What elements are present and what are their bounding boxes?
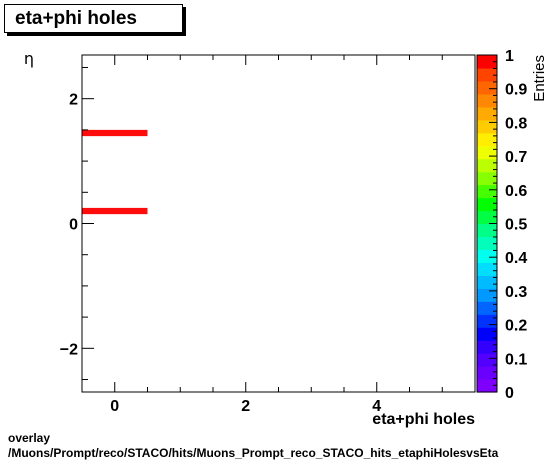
x-tick-label: 2 <box>241 398 250 415</box>
color-scale-band <box>477 184 497 199</box>
color-scale-label: 0.7 <box>505 149 527 166</box>
y-axis-ticks: −2 0 2 <box>60 66 94 381</box>
color-scale-band <box>477 236 497 251</box>
footer-overlay-label: overlay <box>8 431 51 445</box>
color-scale-label: 0.2 <box>505 318 527 335</box>
color-scale-band <box>477 262 497 276</box>
color-scale-band <box>477 249 497 263</box>
color-scale-label: 0 <box>505 385 514 402</box>
color-scale-band <box>477 340 497 354</box>
color-scale-label: 1 <box>505 48 514 65</box>
color-scale-label: 0.6 <box>505 183 527 200</box>
color-scale-band <box>477 171 497 186</box>
color-scale-label: 0.1 <box>505 351 527 368</box>
color-scale-band <box>477 119 497 134</box>
color-scale-band <box>477 106 497 121</box>
color-scale-band <box>477 158 497 173</box>
color-scale-label: 0.4 <box>505 250 527 267</box>
y-tick-label: −2 <box>60 341 78 358</box>
chart-title: eta+phi holes <box>4 4 183 33</box>
color-scale-label: 0.5 <box>505 217 527 234</box>
plot-frame <box>81 54 476 393</box>
color-scale-band <box>477 55 497 69</box>
color-scale-band <box>477 145 497 160</box>
color-scale-band <box>477 93 497 108</box>
color-scale-band <box>477 80 497 95</box>
color-scale-band <box>477 301 497 315</box>
x-tick-label: 0 <box>110 398 119 415</box>
z-axis-label: Entries <box>531 55 546 102</box>
heatmap-cell-0 <box>82 129 148 137</box>
x-axis-label: eta+phi holes <box>372 411 475 428</box>
x-axis-ticks: 0 2 4 <box>81 55 476 415</box>
color-scale: 0 0.1 0.2 0.3 0.4 0.5 0.6 0.7 0.8 0.9 1 <box>476 48 527 402</box>
color-scale-band <box>477 210 497 225</box>
color-scale-band <box>477 353 497 367</box>
color-scale-band <box>477 197 497 212</box>
color-scale-band <box>477 223 497 238</box>
color-scale-band <box>477 327 497 341</box>
x-tick-label: 4 <box>372 398 381 415</box>
y-axis-label: η <box>24 49 34 68</box>
color-scale-label: 0.3 <box>505 284 527 301</box>
color-scale-band <box>477 132 497 147</box>
color-scale-band <box>477 67 497 82</box>
y-tick-label: 2 <box>69 92 78 109</box>
color-scale-label: 0.9 <box>505 82 527 99</box>
color-scale-band <box>477 314 497 328</box>
heatmap-cell-1 <box>82 207 148 215</box>
y-tick-label: 0 <box>69 217 78 234</box>
color-scale-band <box>477 288 497 302</box>
heatmap-cells <box>82 129 148 215</box>
color-scale-label: 0.8 <box>505 115 527 132</box>
color-scale-band <box>477 366 497 380</box>
color-scale-band <box>477 379 497 393</box>
footer-histogram-path: /Muons/Prompt/reco/STACO/hits/Muons_Prom… <box>8 446 499 460</box>
color-scale-band <box>477 275 497 289</box>
